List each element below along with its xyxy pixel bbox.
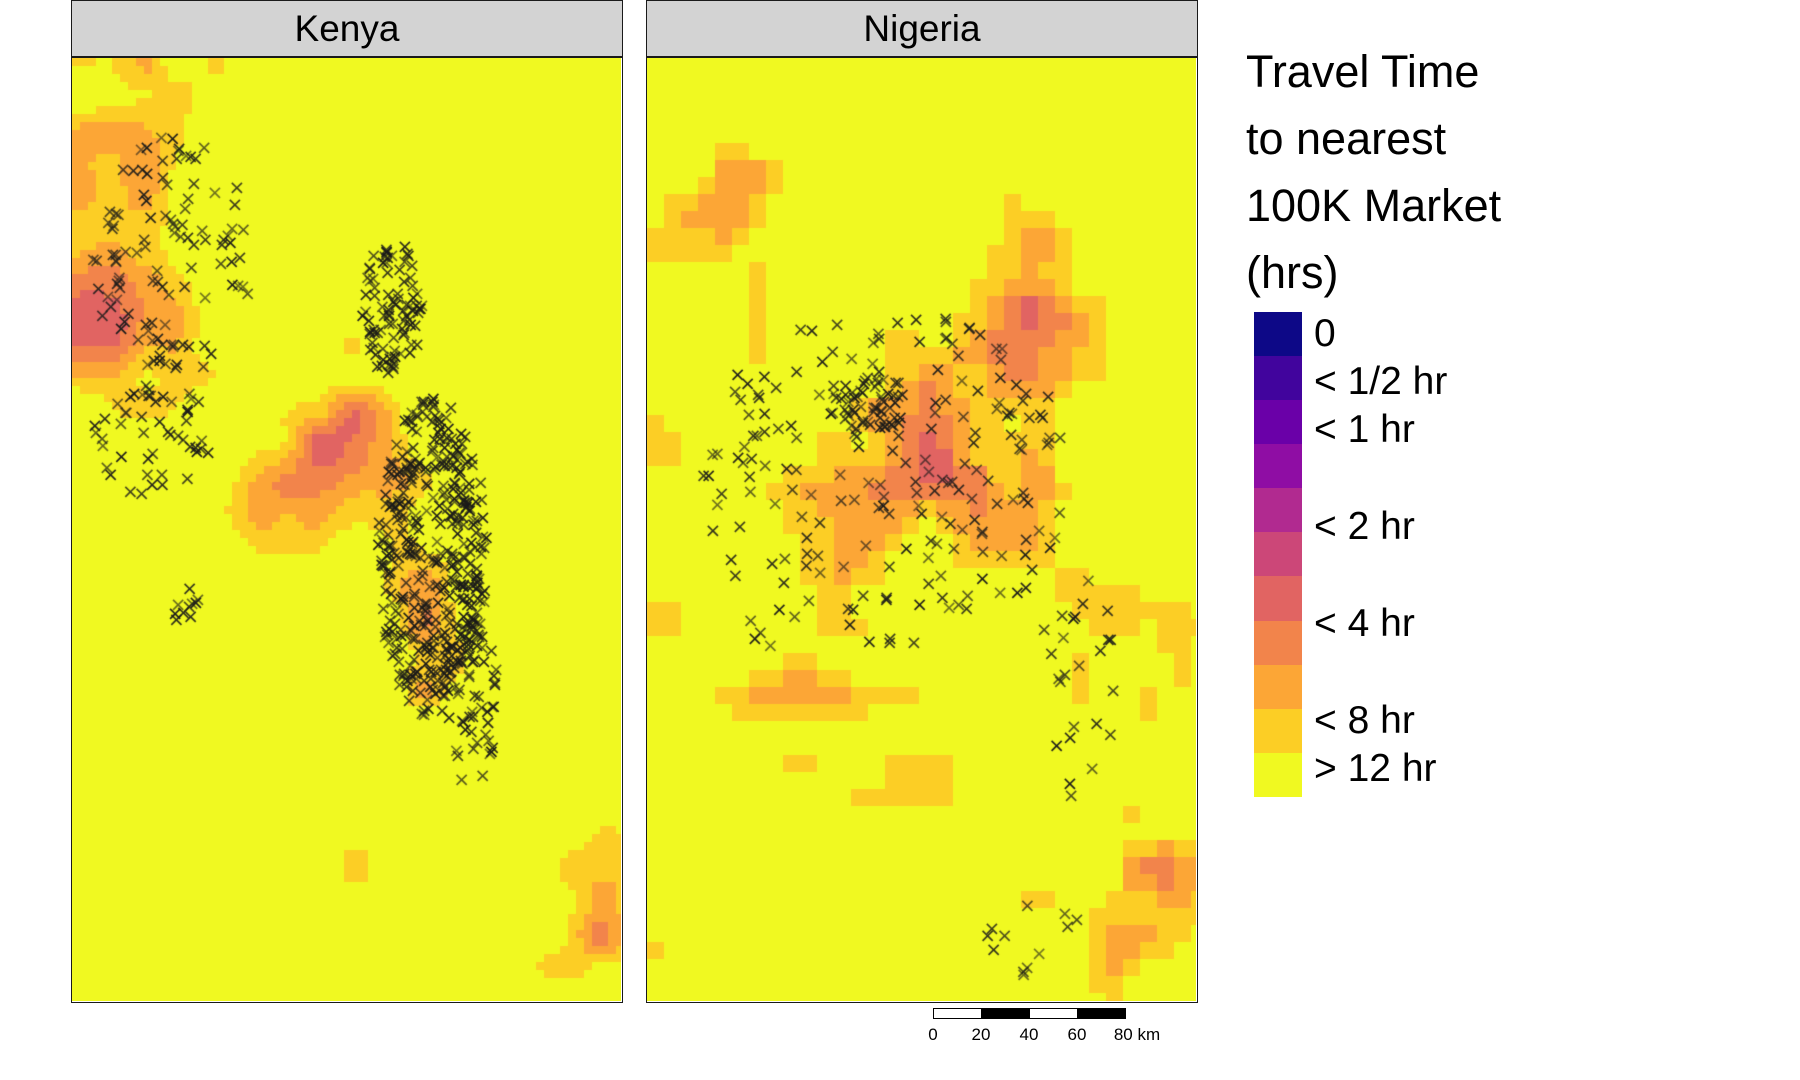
scale-label-80: 80 km [1113, 1025, 1161, 1044]
facet-panel-nigeria: Nigeria [646, 0, 1198, 1003]
map-nigeria[interactable] [646, 57, 1198, 1003]
legend-label-2-hr: < 2 hr [1314, 505, 1415, 548]
legend-title-line: (hrs) [1246, 247, 1339, 298]
legend-label-1-hr: < 1 hr [1314, 408, 1415, 451]
legend-label-8-hr: < 8 hr [1314, 699, 1415, 742]
raster-layer-kenya [72, 58, 621, 1001]
legend: Travel Time to nearest 100K Market (hrs)… [1246, 38, 1746, 818]
legend-title-line: to nearest [1246, 113, 1447, 164]
legend-label-12-hr: > 12 hr [1314, 747, 1437, 790]
legend-swatch [1254, 444, 1302, 489]
scale-label-40: 40 [1019, 1025, 1039, 1044]
scale-segment [981, 1008, 1030, 1019]
facet-strip-kenya: Kenya [71, 0, 623, 57]
scale-segment [933, 1008, 982, 1019]
raster-layer-nigeria [647, 58, 1196, 1001]
legend-title-line: Travel Time [1246, 46, 1480, 97]
legend-label-0: 0 [1314, 312, 1336, 355]
legend-swatch [1254, 708, 1302, 753]
scale-segment [1077, 1008, 1126, 1019]
map-kenya[interactable] [71, 57, 623, 1003]
scale-segment [1029, 1008, 1078, 1019]
legend-swatch [1254, 664, 1302, 709]
scale-label-20: 20 [971, 1025, 991, 1044]
legend-title-line: 100K Market [1246, 180, 1502, 231]
legend-swatch [1254, 400, 1302, 445]
scale-bar: 0 20 40 60 80 km [925, 1008, 1175, 1068]
legend-title: Travel Time to nearest 100K Market (hrs) [1246, 38, 1746, 306]
scale-label-0: 0 [928, 1025, 938, 1044]
legend-swatch [1254, 576, 1302, 621]
scale-label-60: 60 [1067, 1025, 1087, 1044]
facet-title-kenya: Kenya [294, 7, 400, 49]
legend-label-4-hr: < 4 hr [1314, 602, 1415, 645]
legend-swatch [1254, 620, 1302, 665]
facet-title-nigeria: Nigeria [863, 7, 981, 49]
legend-swatch [1254, 312, 1302, 357]
legend-swatch [1254, 532, 1302, 577]
legend-label-half-hr: < 1/2 hr [1314, 360, 1448, 403]
legend-color-bar [1254, 312, 1302, 797]
legend-swatch [1254, 752, 1302, 797]
legend-swatch [1254, 356, 1302, 401]
legend-swatch [1254, 488, 1302, 533]
facet-panel-kenya: Kenya [71, 0, 623, 1003]
facet-strip-nigeria: Nigeria [646, 0, 1198, 57]
